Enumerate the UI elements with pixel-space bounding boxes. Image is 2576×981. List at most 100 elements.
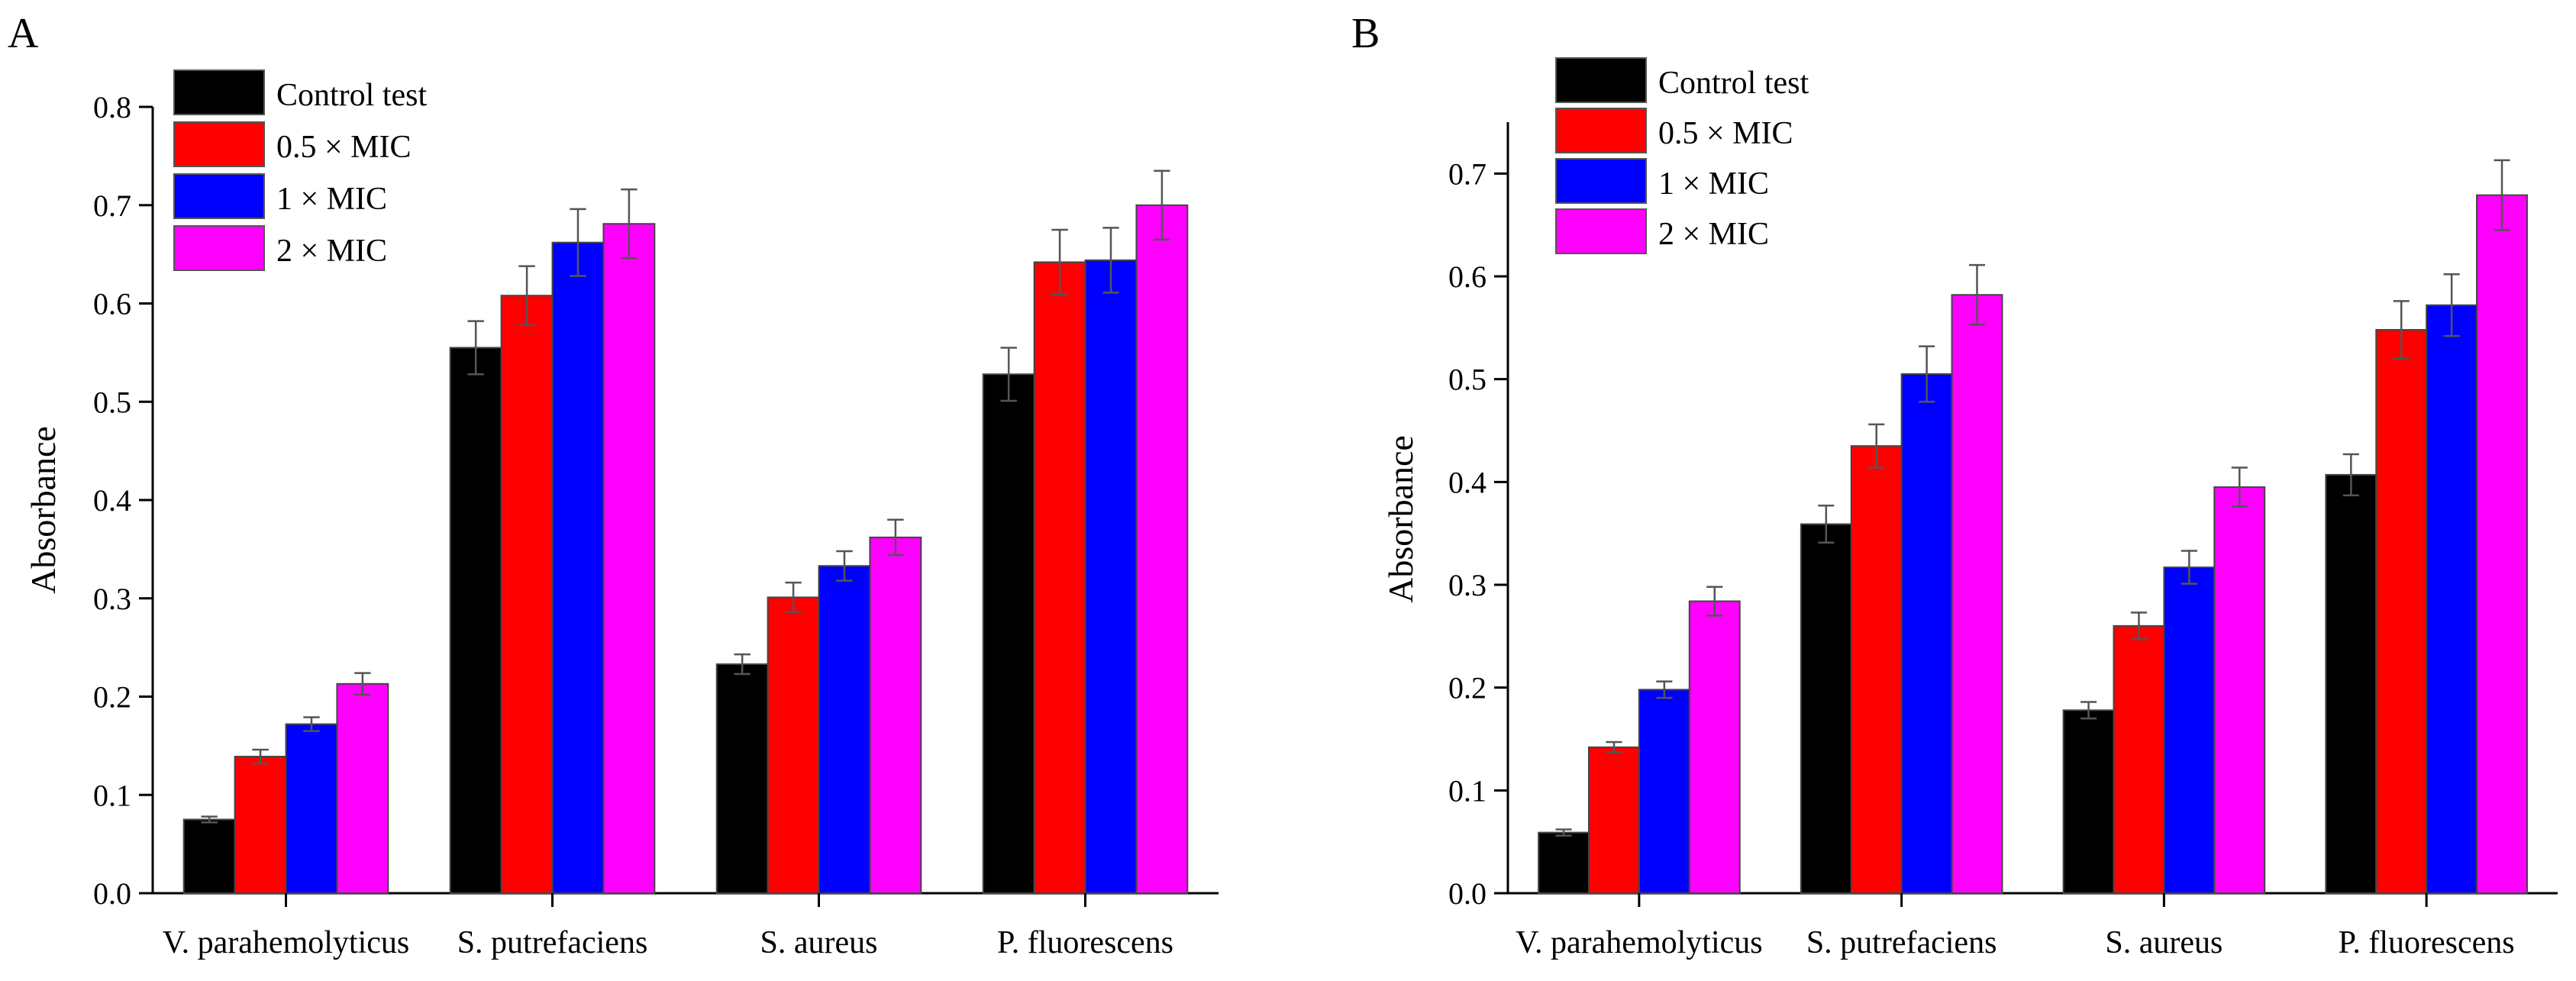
legend-swatch-b-two-mic bbox=[1555, 208, 1647, 254]
error-bar-b-s-aureus-control bbox=[2080, 701, 2097, 720]
error-bar-a-s-aureus-control bbox=[734, 653, 751, 676]
y-tick-label-b-2: 0.2 bbox=[1448, 671, 1487, 705]
bar-a-s-putrefaciens-one-mic bbox=[551, 241, 605, 894]
bar-b-v-parahemolyticus-one-mic bbox=[1638, 689, 1690, 894]
error-bar-a-s-aureus-two-mic bbox=[887, 518, 904, 557]
error-bar-b-s-putrefaciens-half-mic bbox=[1868, 423, 1885, 469]
legend-swatch-a-two-mic bbox=[173, 225, 265, 271]
bar-a-v-parahemolyticus-half-mic bbox=[234, 756, 287, 894]
legend-label-b-half-mic: 0.5 × MIC bbox=[1658, 116, 1793, 151]
y-axis-label-a: Absorbance bbox=[24, 426, 63, 594]
legend-swatch-a-control bbox=[173, 69, 265, 115]
x-tick-label-a-s-aureus: S. aureus bbox=[760, 925, 878, 960]
bar-a-s-putrefaciens-half-mic bbox=[500, 295, 554, 894]
bar-a-v-parahemolyticus-two-mic bbox=[336, 683, 389, 894]
bar-b-s-putrefaciens-two-mic bbox=[1951, 294, 2003, 894]
legend-label-b-two-mic: 2 × MIC bbox=[1658, 217, 1769, 252]
error-bar-b-s-aureus-one-mic bbox=[2181, 550, 2197, 585]
bar-b-s-putrefaciens-one-mic bbox=[1900, 373, 1953, 894]
error-bar-b-v-parahemolyticus-two-mic bbox=[1706, 586, 1723, 617]
y-tick-label-b-4: 0.4 bbox=[1448, 465, 1487, 499]
error-bar-a-p-fluorescens-two-mic bbox=[1154, 169, 1170, 241]
error-bar-b-p-fluorescens-control bbox=[2342, 453, 2359, 497]
y-tick-label-a-4: 0.4 bbox=[93, 483, 131, 518]
bar-a-s-aureus-half-mic bbox=[767, 596, 820, 895]
error-bar-a-v-parahemolyticus-control bbox=[201, 815, 218, 824]
x-tick-label-a-p-fluorescens: P. fluorescens bbox=[997, 925, 1173, 960]
bar-b-p-fluorescens-control bbox=[2325, 473, 2377, 894]
bar-a-s-aureus-two-mic bbox=[869, 536, 922, 894]
error-bar-a-p-fluorescens-control bbox=[1000, 347, 1017, 402]
y-axis-label-b: Absorbance bbox=[1381, 435, 1420, 603]
error-bar-a-v-parahemolyticus-one-mic bbox=[303, 716, 320, 732]
error-bar-a-s-aureus-half-mic bbox=[785, 581, 802, 614]
legend-label-a-control: Control test bbox=[276, 78, 427, 113]
y-tick-label-a-2: 0.2 bbox=[93, 680, 131, 715]
bar-a-s-aureus-one-mic bbox=[818, 565, 871, 894]
bar-a-p-fluorescens-two-mic bbox=[1135, 204, 1189, 894]
error-bar-a-s-putrefaciens-one-mic bbox=[570, 208, 586, 277]
y-tick-label-b-6: 0.6 bbox=[1448, 260, 1487, 294]
error-bar-a-s-putrefaciens-two-mic bbox=[621, 188, 638, 260]
x-tick-label-b-v-parahemolyticus: V. parahemolyticus bbox=[1516, 925, 1763, 960]
error-bar-b-s-aureus-half-mic bbox=[2130, 612, 2148, 641]
error-bar-a-p-fluorescens-half-mic bbox=[1051, 228, 1068, 296]
x-tick-label-b-s-aureus: S. aureus bbox=[2105, 925, 2223, 960]
y-tick-label-b-5: 0.5 bbox=[1448, 363, 1487, 397]
y-tick-label-a-0: 0.0 bbox=[93, 876, 131, 911]
legend-a: Control test 0.5 × MIC 1 × MIC 2 × MIC bbox=[173, 69, 427, 271]
bar-a-p-fluorescens-half-mic bbox=[1033, 261, 1086, 894]
legend-label-b-control: Control test bbox=[1658, 66, 1809, 101]
error-bar-a-v-parahemolyticus-two-mic bbox=[354, 672, 371, 696]
y-tick-label-b-0: 0.0 bbox=[1448, 876, 1487, 911]
legend-swatch-b-control bbox=[1555, 57, 1647, 103]
y-tick-label-b-7: 0.7 bbox=[1448, 157, 1487, 191]
error-bar-a-v-parahemolyticus-half-mic bbox=[252, 748, 269, 765]
bar-b-v-parahemolyticus-control bbox=[1538, 831, 1590, 894]
bar-a-v-parahemolyticus-one-mic bbox=[285, 723, 338, 894]
error-bar-b-s-putrefaciens-control bbox=[1818, 505, 1835, 544]
legend-swatch-a-half-mic bbox=[173, 121, 265, 167]
x-tick-label-b-s-putrefaciens: S. putrefaciens bbox=[1806, 925, 1997, 960]
error-bar-a-s-putrefaciens-half-mic bbox=[518, 265, 535, 327]
error-bar-b-s-putrefaciens-one-mic bbox=[1919, 345, 1935, 403]
bar-b-s-aureus-two-mic bbox=[2213, 486, 2266, 894]
legend-swatch-b-one-mic bbox=[1555, 158, 1647, 204]
y-tick-label-a-8: 0.8 bbox=[93, 90, 131, 124]
y-tick-label-a-6: 0.6 bbox=[93, 287, 131, 321]
bar-b-v-parahemolyticus-half-mic bbox=[1588, 746, 1640, 894]
bar-b-s-aureus-control bbox=[2062, 709, 2115, 894]
legend-label-a-one-mic: 1 × MIC bbox=[276, 182, 387, 217]
panel-b: B 0.0 0.1 0.2 0.3 0.4 0.5 0.6 0.7 V. parahemolyt… bbox=[1351, 10, 2558, 960]
legend-label-b-one-mic: 1 × MIC bbox=[1658, 166, 1769, 202]
legend-label-a-two-mic: 2 × MIC bbox=[276, 234, 387, 269]
bar-a-s-putrefaciens-two-mic bbox=[602, 223, 656, 894]
x-tick-label-a-v-parahemolyticus: V. parahemolyticus bbox=[163, 925, 410, 960]
bar-b-s-aureus-half-mic bbox=[2113, 624, 2165, 894]
error-bar-a-s-aureus-one-mic bbox=[836, 550, 853, 582]
panel-label-a: A bbox=[8, 10, 39, 57]
bar-b-s-putrefaciens-half-mic bbox=[1850, 445, 1903, 894]
error-bar-b-p-fluorescens-half-mic bbox=[2393, 300, 2410, 360]
legend-label-a-half-mic: 0.5 × MIC bbox=[276, 130, 412, 165]
legend-swatch-a-one-mic bbox=[173, 173, 265, 219]
y-tick-label-a-7: 0.7 bbox=[93, 189, 131, 223]
bar-b-v-parahemolyticus-two-mic bbox=[1688, 600, 1741, 895]
bar-a-s-putrefaciens-control bbox=[449, 347, 502, 894]
error-bar-b-p-fluorescens-one-mic bbox=[2443, 273, 2460, 337]
error-bar-a-s-putrefaciens-control bbox=[467, 320, 484, 376]
y-tick-label-a-1: 0.1 bbox=[93, 778, 131, 812]
x-tick-label-a-s-putrefaciens: S. putrefaciens bbox=[457, 925, 648, 960]
legend-b: Control test 0.5 × MIC 1 × MIC 2 × MIC bbox=[1555, 57, 1809, 254]
bar-b-s-aureus-one-mic bbox=[2163, 566, 2216, 895]
bar-b-p-fluorescens-half-mic bbox=[2375, 329, 2428, 894]
panel-label-b: B bbox=[1351, 10, 1380, 57]
error-bar-b-v-parahemolyticus-control bbox=[1555, 828, 1572, 837]
legend-swatch-b-half-mic bbox=[1555, 108, 1647, 153]
bar-a-v-parahemolyticus-control bbox=[182, 818, 236, 894]
error-bar-b-v-parahemolyticus-one-mic bbox=[1656, 680, 1673, 699]
error-bar-b-v-parahemolyticus-half-mic bbox=[1606, 741, 1622, 753]
x-tick-label-b-p-fluorescens: P. fluorescens bbox=[2339, 925, 2515, 960]
bar-a-s-aureus-control bbox=[715, 663, 769, 894]
